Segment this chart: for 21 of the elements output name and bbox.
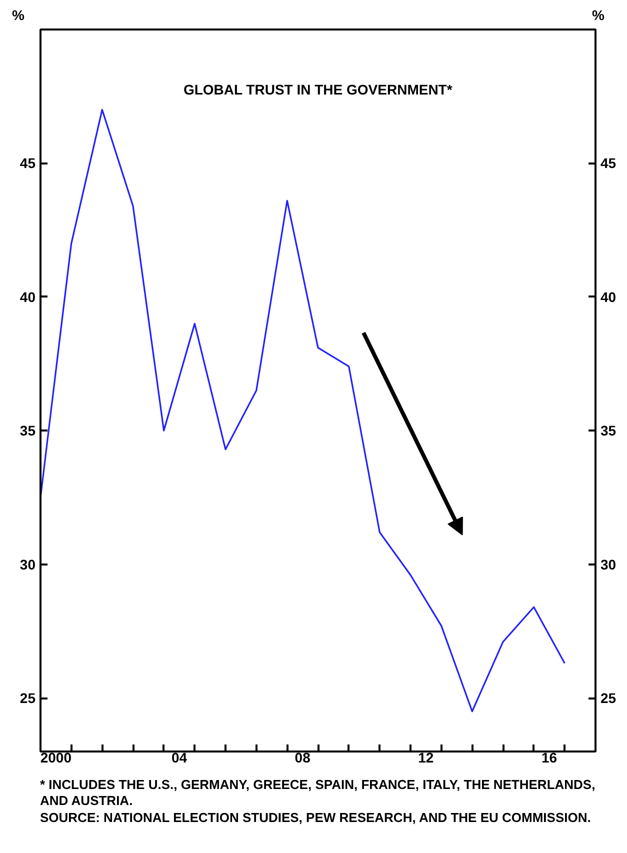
y2-tick-label: 40 [600, 288, 616, 305]
y-tick-label: 45 [20, 155, 36, 172]
text: GLOBAL TRUST IN THE GOVERNMENT* [183, 82, 453, 98]
x-tick-label: 12 [418, 750, 434, 766]
y2-tick-label: 45 [600, 155, 616, 172]
y-axis-title: % [12, 6, 24, 25]
y2-tick-label: 35 [600, 422, 616, 439]
y-tick-label: 25 [20, 690, 36, 706]
y-tick-label: 40 [20, 288, 36, 305]
y-tick-label: 35 [20, 422, 36, 439]
y2-tick-label: 30 [600, 556, 616, 572]
x-tick-label: 04 [171, 750, 188, 766]
y-tick-label: 30 [20, 556, 36, 572]
source-note: SOURCE: NATIONAL ELECTION STUDIES, PEW RESEARCH, AND THE EU COMMISSION. [40, 810, 592, 826]
line-series [40, 108, 566, 712]
text: * INCLUDES THE U.S., GERMANY, GREECE, SPAIN, FRANCE, ITALY, THE NETHERLANDS, AND AUSTRIA. [40, 777, 596, 810]
x-tick-label: 08 [294, 750, 311, 766]
x-tick-label: 16 [541, 750, 558, 766]
y2-axis-title: % [592, 6, 604, 25]
x-tick-label: 2000 [40, 750, 72, 766]
y2-tick-label: 25 [600, 690, 616, 706]
